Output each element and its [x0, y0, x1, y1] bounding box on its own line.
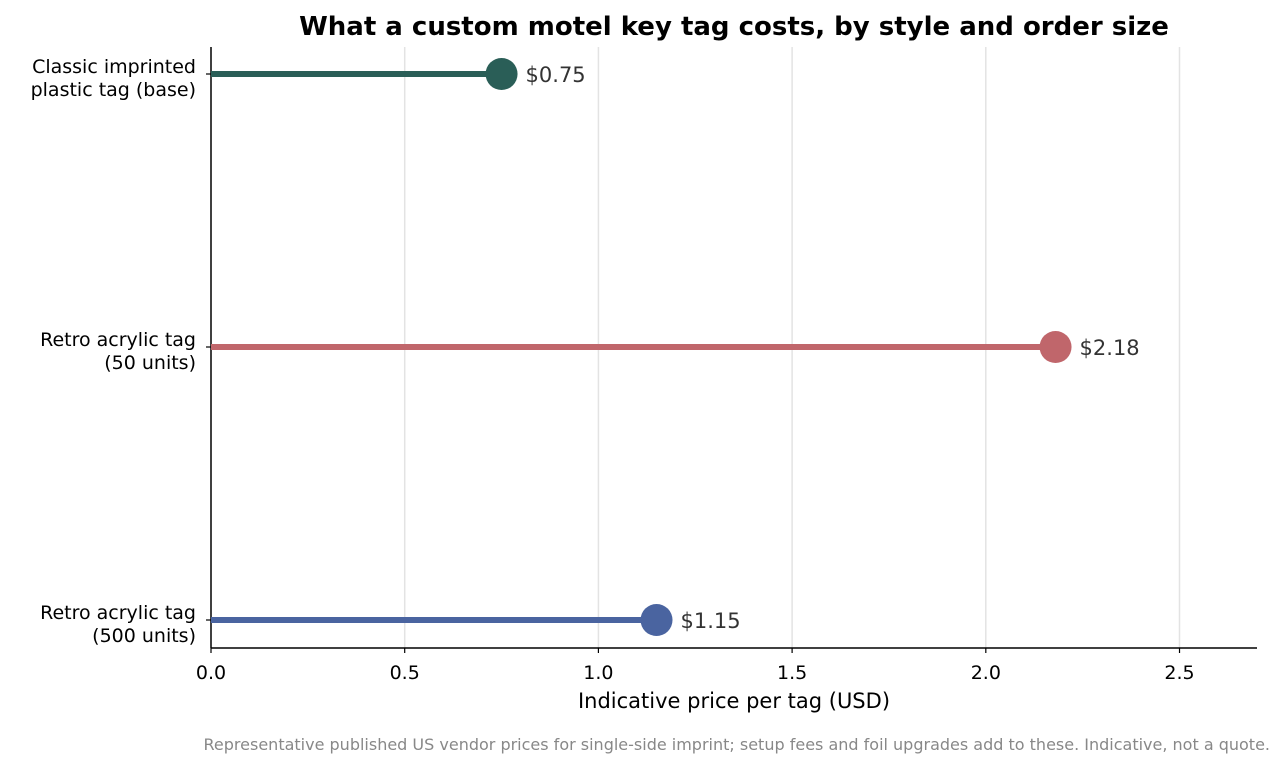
x-tick-label: 0.5 [390, 662, 420, 684]
x-tick-label: 1.5 [777, 662, 807, 684]
y-tick-label-line: Retro acrylic tag [40, 329, 196, 351]
x-tick-label: 1.0 [583, 662, 613, 684]
value-label: $1.15 [681, 609, 741, 633]
lollipop-dot [1039, 331, 1072, 363]
x-tick-label: 0.0 [196, 662, 226, 684]
lollipop-dot [640, 604, 673, 636]
y-tick-label: Classic imprinted plastic tag (base) [31, 56, 196, 101]
y-tick-label-line: Retro acrylic tag [40, 602, 196, 624]
y-tick-label-line: (500 units) [92, 625, 196, 647]
y-ticks: Classic imprinted plastic tag (base) Retro… [31, 56, 211, 647]
x-tick-label: 2.0 [971, 662, 1001, 684]
x-axis-label: Indicative price per tag (USD) [578, 689, 890, 713]
y-tick-label: Retro acrylic tag (50 units) [40, 329, 196, 374]
x-ticks: 0.0 0.5 1.0 1.5 2.0 2.5 [196, 648, 1195, 684]
x-tick-label: 2.5 [1164, 662, 1194, 684]
value-label: $0.75 [526, 63, 586, 87]
value-label: $2.18 [1080, 336, 1140, 360]
y-tick-label-line: Classic imprinted [32, 56, 196, 78]
lollipop-marks: $0.75 $2.18 $1.15 [211, 58, 1140, 636]
y-tick-label: Retro acrylic tag (500 units) [40, 602, 196, 647]
chart-footnote: Representative published US vendor price… [204, 735, 1270, 754]
chart-title: What a custom motel key tag costs, by st… [299, 12, 1169, 42]
lollipop-dot [485, 58, 518, 90]
y-tick-label-line: (50 units) [104, 352, 196, 374]
y-tick-label-line: plastic tag (base) [31, 79, 196, 101]
